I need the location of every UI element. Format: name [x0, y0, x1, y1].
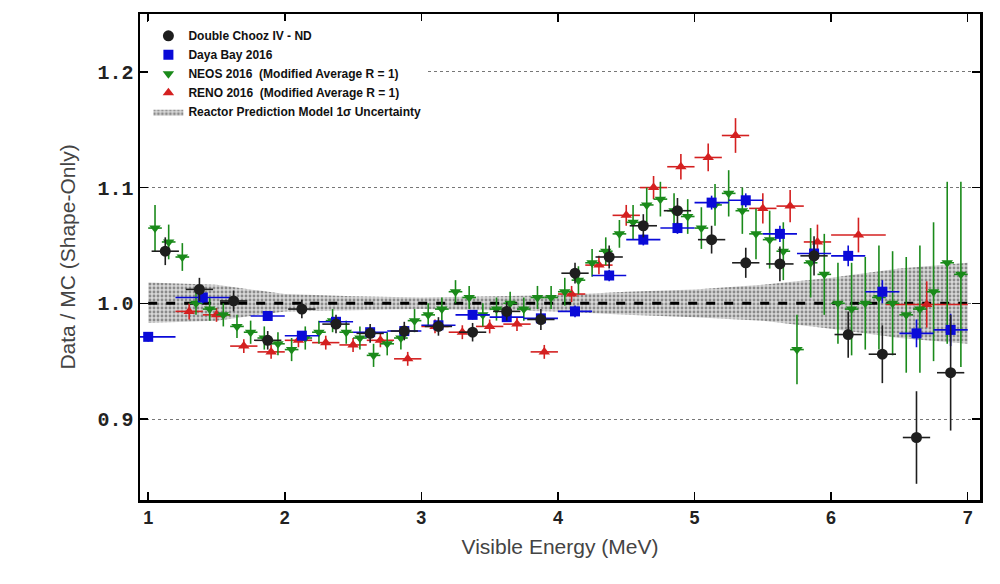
svg-text:Daya Bay 2016: Daya Bay 2016 — [188, 48, 272, 62]
svg-text:Visible Energy (MeV): Visible Energy (MeV) — [462, 535, 659, 558]
svg-text:1.2: 1.2 — [97, 62, 133, 85]
svg-text:5: 5 — [690, 508, 700, 528]
svg-text:1.1: 1.1 — [97, 178, 133, 201]
svg-text:1.0: 1.0 — [97, 293, 133, 316]
svg-text:Double Chooz IV - ND: Double Chooz IV - ND — [188, 29, 312, 43]
svg-text:Reactor Prediction Model 1σ Un: Reactor Prediction Model 1σ Uncertainty — [188, 105, 421, 119]
svg-text:Data / MC (Shape-Only): Data / MC (Shape-Only) — [56, 144, 79, 369]
svg-text:2: 2 — [280, 508, 290, 528]
svg-text:7: 7 — [963, 508, 973, 528]
svg-text:6: 6 — [826, 508, 836, 528]
svg-text:4: 4 — [553, 508, 563, 528]
svg-text:NEOS 2016 (Modified Average R: NEOS 2016 (Modified Average R = 1) — [188, 67, 398, 81]
svg-text:RENO 2016 (Modified Average R: RENO 2016 (Modified Average R = 1) — [188, 86, 399, 100]
svg-text:3: 3 — [416, 508, 426, 528]
svg-text:0.9: 0.9 — [97, 409, 133, 432]
svg-text:1: 1 — [143, 508, 153, 528]
